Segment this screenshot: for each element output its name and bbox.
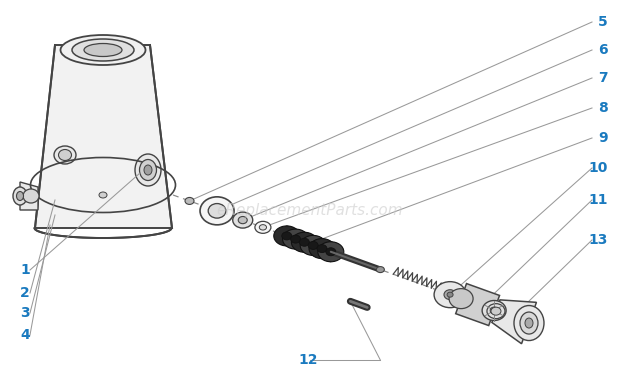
Text: 12: 12 bbox=[298, 353, 318, 367]
Text: 9: 9 bbox=[598, 131, 608, 145]
Ellipse shape bbox=[326, 248, 336, 256]
Ellipse shape bbox=[144, 165, 152, 175]
Ellipse shape bbox=[434, 282, 466, 308]
Ellipse shape bbox=[140, 160, 156, 181]
Text: 5: 5 bbox=[598, 15, 608, 29]
Polygon shape bbox=[456, 284, 500, 326]
Ellipse shape bbox=[490, 307, 498, 314]
Text: 7: 7 bbox=[598, 71, 608, 85]
Ellipse shape bbox=[61, 35, 146, 65]
Ellipse shape bbox=[232, 212, 253, 228]
Ellipse shape bbox=[520, 312, 538, 334]
Text: 3: 3 bbox=[20, 306, 30, 320]
Ellipse shape bbox=[281, 232, 292, 240]
Ellipse shape bbox=[376, 267, 384, 273]
Ellipse shape bbox=[58, 149, 71, 161]
Ellipse shape bbox=[318, 242, 344, 262]
Ellipse shape bbox=[200, 197, 234, 225]
Ellipse shape bbox=[444, 290, 456, 300]
Ellipse shape bbox=[135, 154, 161, 186]
Text: 11: 11 bbox=[588, 193, 608, 207]
Ellipse shape bbox=[487, 304, 505, 319]
Ellipse shape bbox=[255, 222, 271, 233]
Ellipse shape bbox=[449, 289, 473, 308]
Ellipse shape bbox=[491, 307, 501, 315]
Text: 13: 13 bbox=[588, 233, 608, 247]
Ellipse shape bbox=[99, 192, 107, 198]
Text: 4: 4 bbox=[20, 328, 30, 342]
Ellipse shape bbox=[308, 241, 318, 250]
Ellipse shape bbox=[283, 229, 309, 249]
Ellipse shape bbox=[208, 204, 226, 218]
Ellipse shape bbox=[84, 44, 122, 57]
Text: 8: 8 bbox=[598, 101, 608, 115]
Text: 1: 1 bbox=[20, 263, 30, 277]
Text: 10: 10 bbox=[588, 161, 608, 175]
Ellipse shape bbox=[23, 189, 39, 203]
Ellipse shape bbox=[274, 226, 300, 246]
Text: 2: 2 bbox=[20, 286, 30, 300]
Ellipse shape bbox=[447, 292, 453, 297]
Ellipse shape bbox=[300, 236, 326, 255]
Ellipse shape bbox=[514, 305, 544, 340]
Text: 6: 6 bbox=[598, 43, 608, 57]
Ellipse shape bbox=[54, 146, 76, 164]
Polygon shape bbox=[280, 225, 338, 262]
Polygon shape bbox=[35, 45, 172, 228]
Ellipse shape bbox=[482, 301, 506, 321]
Ellipse shape bbox=[259, 225, 267, 230]
Text: eReplacementParts.com: eReplacementParts.com bbox=[216, 202, 404, 218]
Ellipse shape bbox=[309, 239, 335, 259]
Ellipse shape bbox=[17, 191, 24, 200]
Ellipse shape bbox=[72, 39, 134, 61]
Ellipse shape bbox=[317, 245, 327, 253]
Ellipse shape bbox=[291, 235, 301, 243]
Ellipse shape bbox=[525, 318, 533, 328]
Ellipse shape bbox=[238, 216, 247, 224]
Ellipse shape bbox=[185, 197, 194, 204]
Polygon shape bbox=[492, 300, 536, 344]
Ellipse shape bbox=[13, 187, 27, 205]
Polygon shape bbox=[20, 182, 38, 210]
Ellipse shape bbox=[299, 238, 309, 246]
Ellipse shape bbox=[291, 232, 317, 252]
